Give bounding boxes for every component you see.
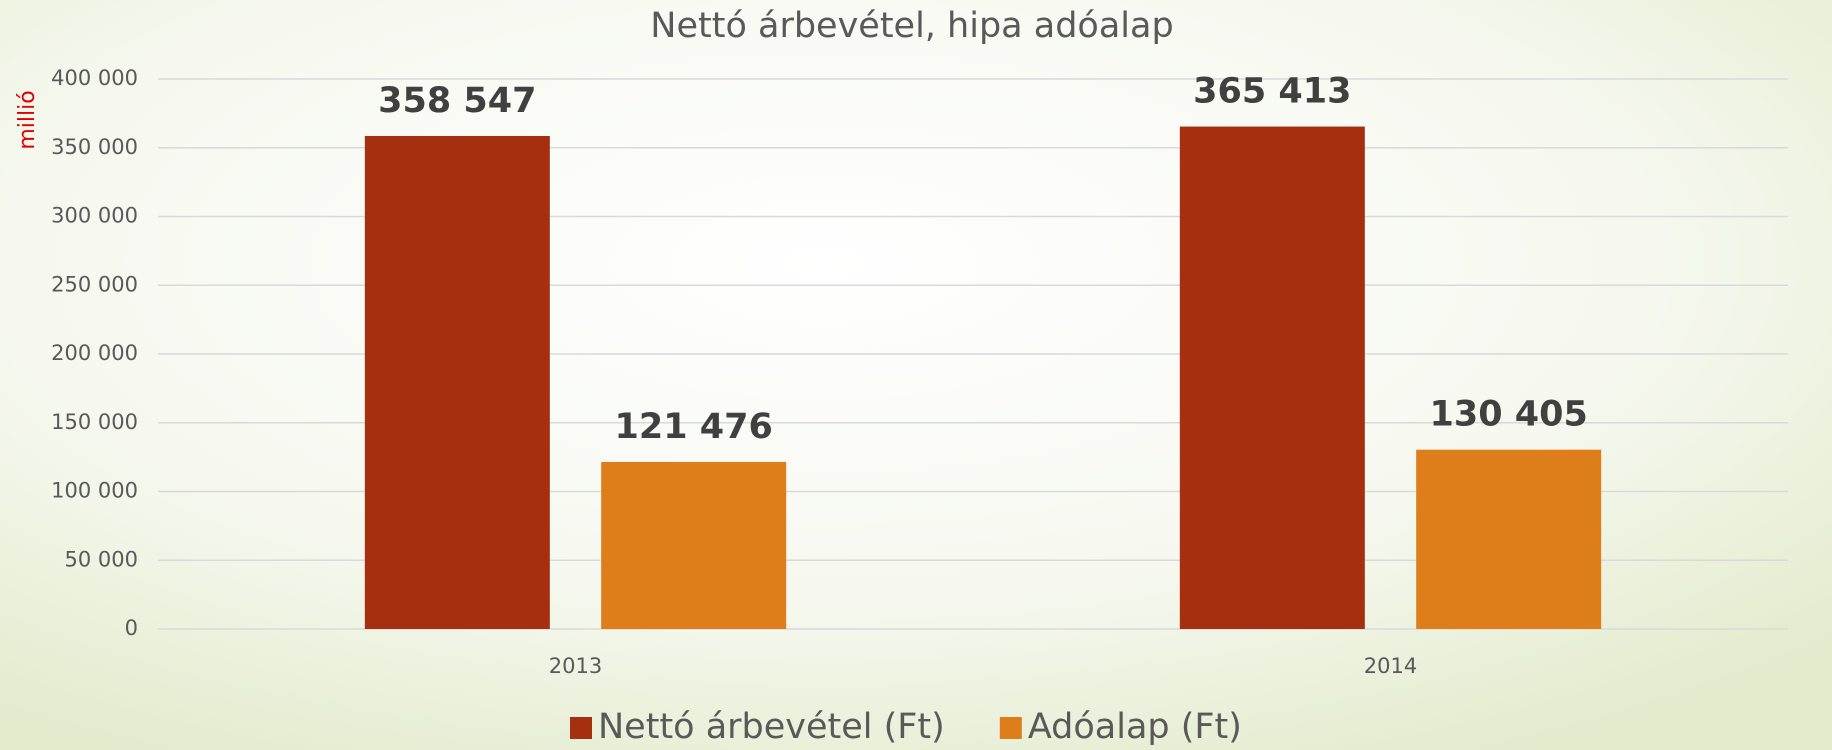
y-tick-label: 250 000 (51, 272, 138, 296)
bar (364, 135, 550, 630)
legend-label: Adóalap (Ft) (1028, 707, 1242, 747)
bar (1416, 449, 1602, 629)
x-tick-label: 2013 (549, 654, 602, 678)
y-tick-label: 350 000 (51, 135, 138, 159)
data-label: 130 405 (1430, 395, 1588, 435)
y-tick-label: 150 000 (51, 410, 138, 434)
data-label: 121 476 (615, 407, 773, 447)
y-tick-label: 200 000 (51, 341, 138, 365)
chart-title: Nettó árbevétel, hipa adóalap (650, 6, 1173, 46)
y-tick-label: 0 (125, 616, 138, 640)
bar (1179, 126, 1365, 629)
legend-swatch (999, 717, 1022, 739)
legend-swatch (570, 717, 592, 739)
legend-label: Nettó árbevétel (Ft) (598, 707, 945, 747)
x-tick-label: 2014 (1364, 654, 1417, 678)
y-tick-label: 400 000 (51, 66, 138, 90)
y-axis-label: millió (15, 90, 40, 149)
bar (601, 461, 787, 629)
data-label: 365 413 (1193, 72, 1351, 112)
y-tick-label: 300 000 (51, 204, 138, 228)
data-label: 358 547 (378, 81, 536, 121)
y-tick-label: 50 000 (65, 547, 138, 571)
y-tick-label: 100 000 (51, 479, 138, 503)
